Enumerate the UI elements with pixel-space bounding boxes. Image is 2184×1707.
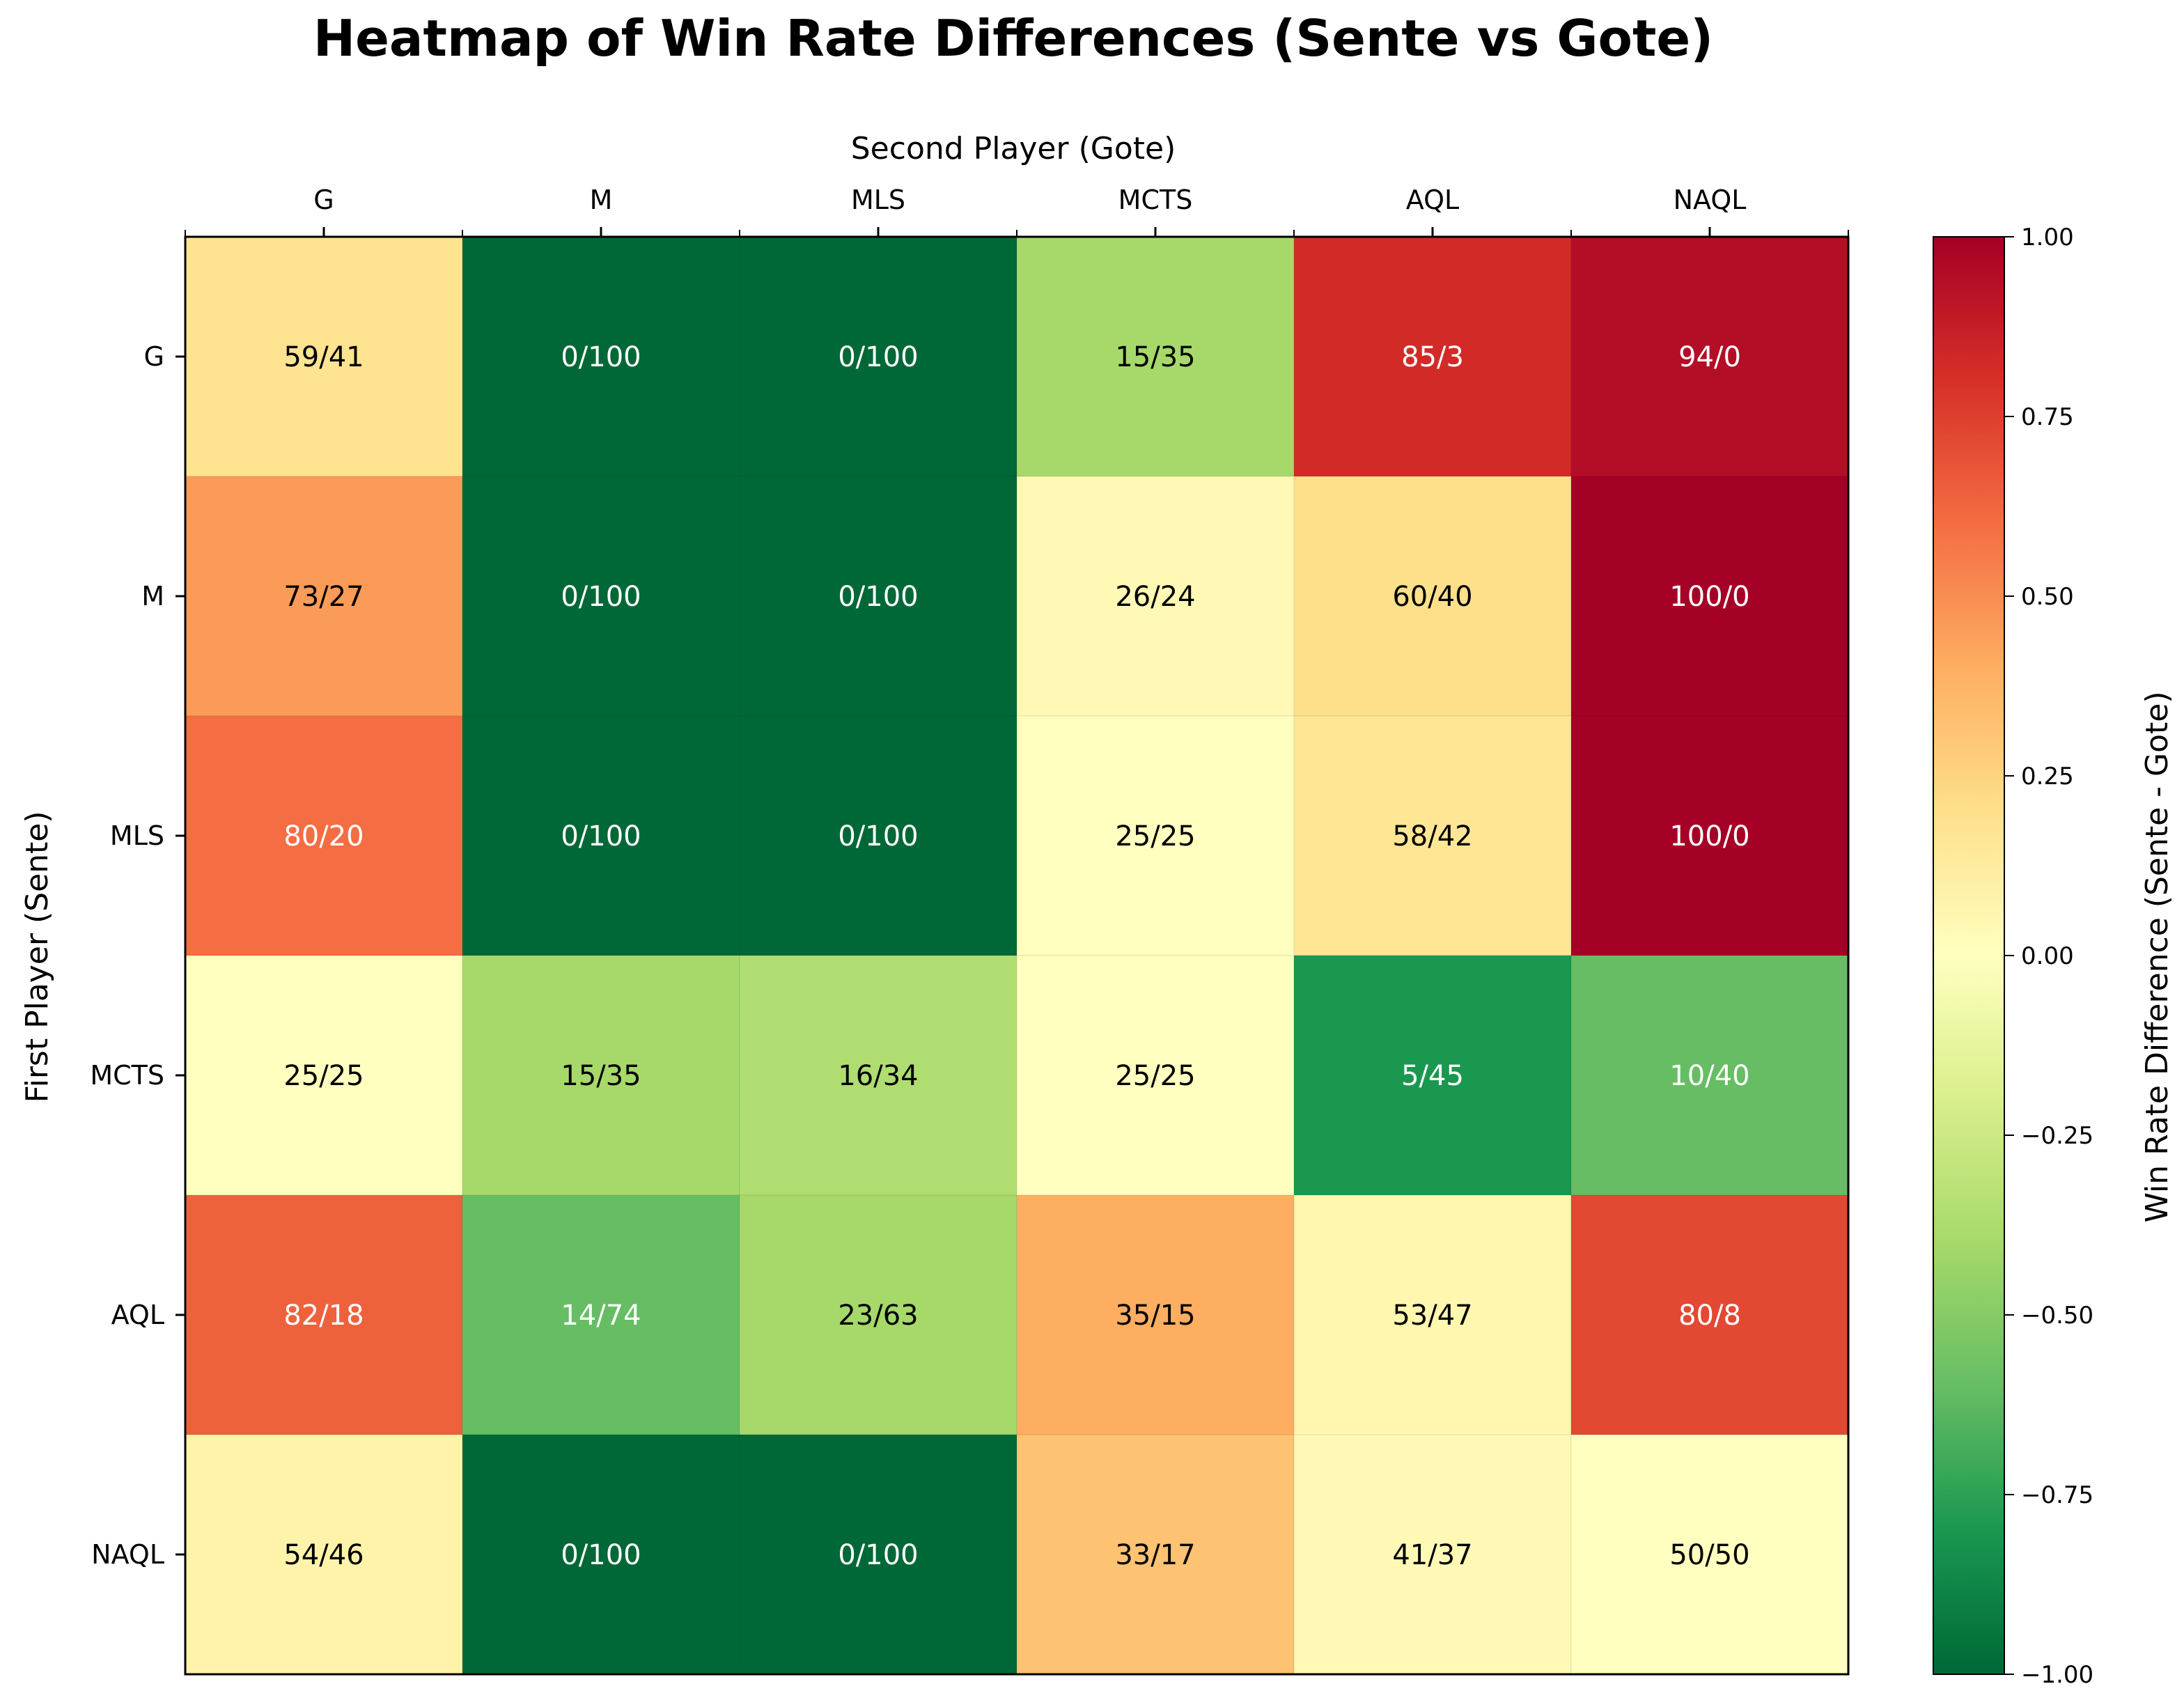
heatmap-cell [462, 236, 740, 477]
x-axis-ticks: G M MLS MCTS AQL NAQL [185, 185, 1849, 237]
x-tick-label: G [313, 185, 334, 215]
heatmap-cell [1570, 715, 1849, 956]
heatmap-cell [185, 955, 463, 1196]
heatmap-cell [1293, 1434, 1572, 1675]
heatmap-cell [462, 476, 740, 717]
colorbar-ticks: 1.00 0.75 0.50 0.25 0.00 −0.25 −0.50 −0.75 −1.00 [2004, 224, 2093, 1689]
chart-title: Heatmap of Win Rate Differences (Sente v… [313, 9, 1713, 68]
cell-value-label: 100/0 [1669, 820, 1749, 852]
cell-value-label: 16/34 [838, 1060, 918, 1092]
cell-value-label: 0/100 [838, 341, 918, 373]
cell-value-label: 33/17 [1115, 1539, 1195, 1571]
heatmap-cell [739, 1194, 1017, 1435]
heatmap-cell [1016, 955, 1295, 1196]
heatmap-cell [462, 1194, 740, 1435]
heatmap-cell [1016, 715, 1295, 956]
x-axis-label: Second Player (Gote) [851, 131, 1176, 166]
cell-value-label: 25/25 [1115, 820, 1195, 852]
cell-value-label: 73/27 [283, 581, 364, 613]
cell-value-label: 54/46 [283, 1539, 364, 1571]
y-tick-label: G [144, 341, 164, 372]
heatmap-cell [185, 476, 463, 717]
heatmap-cell [1570, 236, 1849, 477]
colorbar-tick-label: −1.00 [2021, 1661, 2093, 1689]
cell-value-label: 94/0 [1678, 341, 1741, 373]
heatmap-cell [462, 955, 740, 1196]
cell-value-label: 0/100 [838, 820, 918, 852]
colorbar-label: Win Rate Difference (Sente - Gote) [2139, 691, 2175, 1222]
heatmap-cell [185, 715, 463, 956]
heatmap-cell [1293, 1194, 1572, 1435]
cell-value-label: 41/37 [1392, 1539, 1472, 1571]
colorbar-tick-label: 0.50 [2021, 583, 2074, 611]
x-tick-label: NAQL [1674, 185, 1747, 215]
cell-value-label: 0/100 [561, 341, 641, 373]
heatmap-cell-labels: 59/41 0/100 0/100 15/35 85/3 94/0 73/27 0/100 0/… [283, 341, 1749, 1571]
cell-value-label: 53/47 [1392, 1300, 1472, 1332]
cell-value-label: 15/35 [1115, 341, 1195, 373]
heatmap-cell [462, 715, 740, 956]
cell-value-label: 35/15 [1115, 1300, 1195, 1332]
cell-value-label: 0/100 [561, 1539, 641, 1571]
cell-value-label: 25/25 [1115, 1060, 1195, 1092]
heatmap-cells [185, 236, 1849, 1675]
cell-value-label: 58/42 [1392, 820, 1472, 852]
cell-value-label: 0/100 [561, 820, 641, 852]
colorbar-tick-label: −0.75 [2021, 1481, 2093, 1509]
heatmap-cell [185, 1194, 463, 1435]
x-tick-label: MCTS [1118, 185, 1193, 215]
colorbar-tick-label: 1.00 [2021, 224, 2074, 251]
colorbar-tick-label: 0.75 [2021, 403, 2074, 431]
x-tick-label: AQL [1406, 185, 1459, 215]
heatmap-cell [1016, 1194, 1295, 1435]
heatmap-cell [1570, 1194, 1849, 1435]
y-tick-label: NAQL [91, 1539, 164, 1570]
heatmap-cell [1016, 1434, 1295, 1675]
heatmap-cell [185, 236, 463, 477]
y-axis-label: First Player (Sente) [20, 811, 55, 1102]
heatmap-cell [1570, 1434, 1849, 1675]
cell-value-label: 10/40 [1669, 1060, 1749, 1092]
heatmap-cell [1293, 715, 1572, 956]
cell-value-label: 80/20 [283, 820, 364, 852]
cell-value-label: 59/41 [283, 341, 364, 373]
cell-value-label: 23/63 [838, 1300, 918, 1332]
y-tick-label: AQL [111, 1300, 164, 1330]
heatmap-cell [739, 715, 1017, 956]
heatmap-cell [1293, 236, 1572, 477]
x-tick-label: M [590, 185, 613, 215]
cell-value-label: 60/40 [1392, 581, 1472, 613]
heatmap-cell [739, 955, 1017, 1196]
heatmap-cell [1570, 476, 1849, 717]
y-tick-label: MCTS [90, 1060, 164, 1091]
plot-frame [184, 235, 1850, 1676]
cell-value-label: 0/100 [838, 581, 918, 613]
colorbar [1933, 236, 2005, 1675]
x-tick-label: MLS [851, 185, 905, 215]
heatmap-cell [185, 1434, 463, 1675]
cell-value-label: 14/74 [561, 1300, 641, 1332]
y-axis-ticks: G M MLS MCTS AQL NAQL [90, 341, 185, 1570]
colorbar-tick-label: −0.50 [2021, 1302, 2093, 1330]
colorbar-tick-label: 0.00 [2021, 942, 2074, 970]
y-tick-label: M [141, 581, 164, 611]
cell-value-label: 0/100 [561, 581, 641, 613]
colorbar-tick-label: 0.25 [2021, 763, 2074, 790]
heatmap-cell [1016, 476, 1295, 717]
cell-value-label: 5/45 [1401, 1060, 1464, 1092]
cell-value-label: 100/0 [1669, 581, 1749, 613]
heatmap-cell [1016, 236, 1295, 477]
cell-value-label: 25/25 [283, 1060, 364, 1092]
cell-value-label: 50/50 [1669, 1539, 1749, 1571]
cell-value-label: 15/35 [561, 1060, 641, 1092]
cell-value-label: 0/100 [838, 1539, 918, 1571]
heatmap-cell [1293, 955, 1572, 1196]
colorbar-tick-label: −0.25 [2021, 1122, 2093, 1150]
cell-value-label: 80/8 [1678, 1300, 1741, 1332]
cell-value-label: 82/18 [283, 1300, 364, 1332]
cell-value-label: 85/3 [1401, 341, 1464, 373]
y-tick-label: MLS [110, 820, 164, 851]
cell-value-label: 26/24 [1115, 581, 1195, 613]
